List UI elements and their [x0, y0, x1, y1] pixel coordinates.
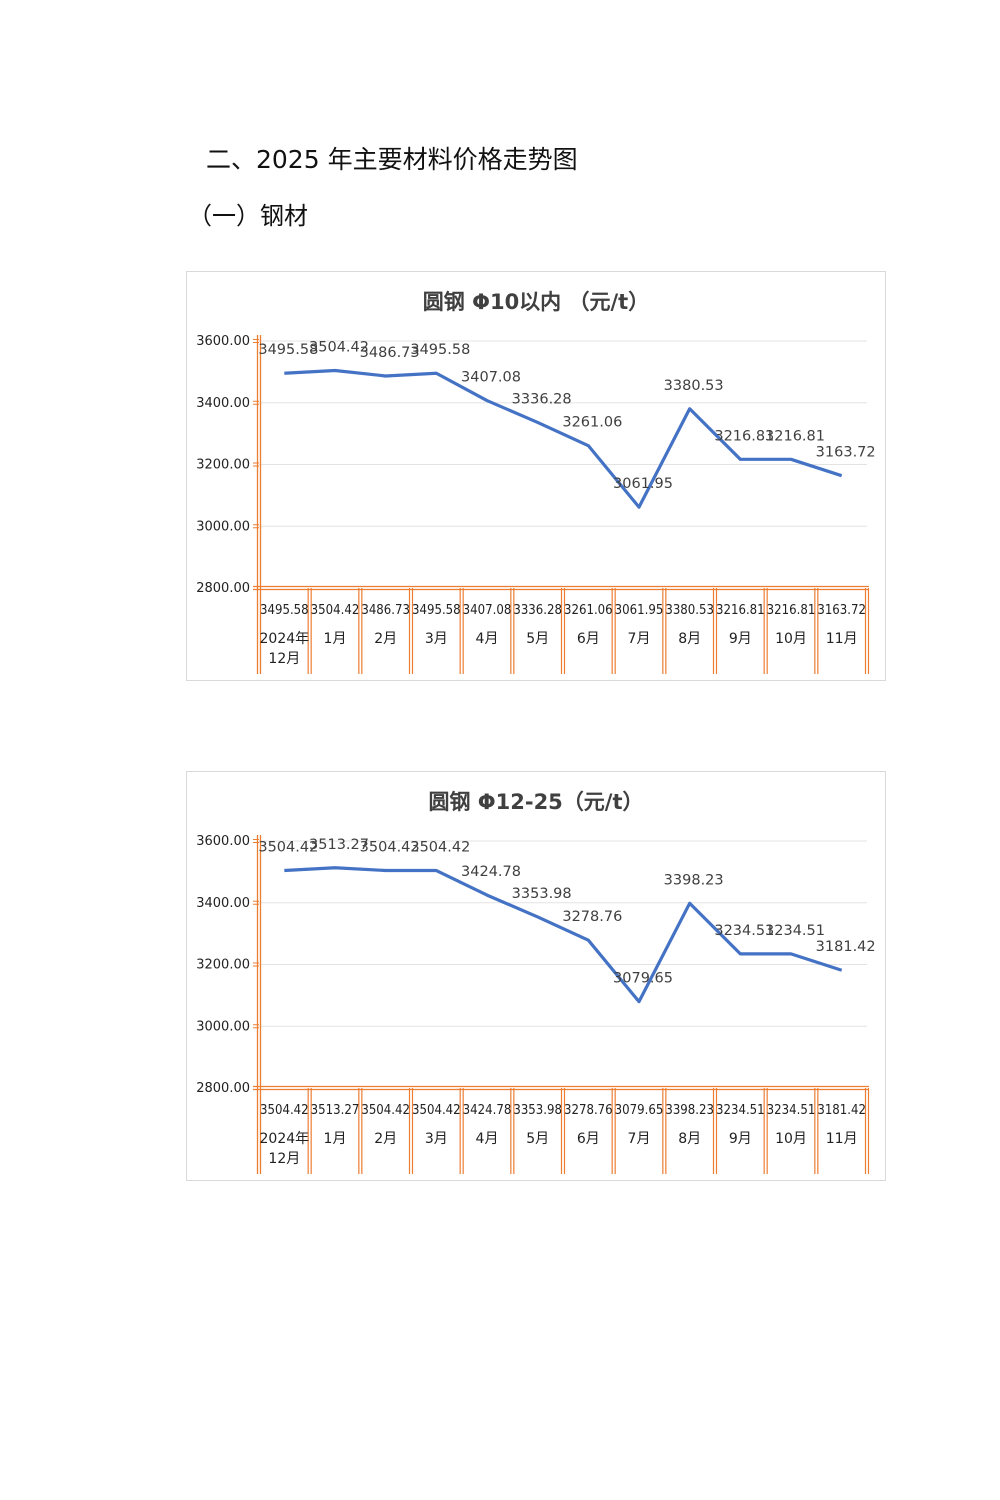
- table-value: 3407.08: [463, 603, 512, 618]
- table-value: 3495.58: [260, 603, 309, 618]
- y-tick-label: 3600.00: [196, 834, 250, 849]
- data-label: 3495.58: [258, 342, 318, 358]
- y-tick-label: 3200.00: [196, 458, 250, 473]
- data-label: 3216.81: [714, 428, 774, 444]
- x-category-label: 4月: [476, 631, 499, 647]
- table-value: 3061.95: [615, 603, 664, 618]
- x-category-label: 6月: [577, 1131, 600, 1147]
- data-label: 3504.42: [309, 340, 369, 356]
- x-category-label: 5月: [526, 631, 549, 647]
- data-label: 3353.98: [512, 886, 572, 902]
- y-tick-label: 3200.00: [196, 958, 250, 973]
- table-value: 3495.58: [412, 603, 461, 618]
- x-category-label: 1月: [324, 1131, 347, 1147]
- table-value: 3079.65: [615, 1103, 664, 1118]
- data-label: 3336.28: [512, 391, 572, 407]
- y-tick-label: 3400.00: [196, 896, 250, 911]
- x-category-label: 8月: [678, 1131, 701, 1147]
- table-value: 3353.98: [513, 1103, 562, 1118]
- chart-title: 圆钢 Φ12-25（元/t）: [428, 790, 643, 814]
- data-label: 3216.81: [765, 428, 825, 444]
- x-category-label: 2024年: [260, 631, 310, 647]
- chart-title: 圆钢 Φ10以内 （元/t）: [423, 290, 649, 314]
- y-tick-label: 3000.00: [196, 1019, 250, 1034]
- table-value: 3261.06: [564, 603, 613, 618]
- data-label: 3261.06: [562, 415, 622, 431]
- x-category-label: 8月: [678, 631, 701, 647]
- chart-round-steel-12-25: 圆钢 Φ12-25（元/t） 3600.00 3400.00 3200.00 3000.…: [186, 771, 886, 1181]
- x-category-label: 12月: [268, 1151, 300, 1167]
- y-tick-label: 3600.00: [196, 334, 250, 349]
- data-label: 3424.78: [461, 864, 521, 880]
- y-tick-label: 2800.00: [196, 1081, 250, 1096]
- data-label: 3380.53: [664, 378, 724, 394]
- table-value: 3336.28: [513, 603, 562, 618]
- y-tick-label: 3400.00: [196, 396, 250, 411]
- x-category-label: 7月: [628, 1131, 651, 1147]
- data-label: 3234.51: [714, 923, 774, 939]
- data-label: 3079.65: [613, 971, 673, 987]
- data-label: 3181.42: [816, 939, 876, 955]
- chart-round-steel-10: 圆钢 Φ10以内 （元/t） 3600.00 3400.00 3200.00 3000.…: [186, 271, 886, 681]
- x-category-label: 3月: [425, 1131, 448, 1147]
- data-label: 3513.27: [309, 837, 369, 853]
- table-value: 3380.53: [665, 603, 714, 618]
- x-category-label: 10月: [775, 631, 807, 647]
- data-label: 3504.42: [360, 840, 420, 856]
- x-category-label: 2月: [374, 631, 397, 647]
- x-category-label: 1月: [324, 631, 347, 647]
- x-category-label: 5月: [526, 1131, 549, 1147]
- table-value: 3513.27: [311, 1103, 360, 1118]
- x-category-label: 11月: [826, 631, 858, 647]
- data-label: 3234.51: [765, 923, 825, 939]
- data-label: 3504.42: [258, 840, 318, 856]
- x-category-label: 9月: [729, 631, 752, 647]
- data-label: 3163.72: [816, 445, 876, 461]
- x-category-label: 12月: [268, 651, 300, 667]
- data-label: 3504.42: [410, 840, 470, 856]
- table-value: 3486.73: [361, 603, 410, 618]
- data-label: 3278.76: [562, 909, 622, 925]
- x-category-label: 2024年: [260, 1131, 310, 1147]
- table-value: 3234.51: [767, 1103, 816, 1118]
- table-value: 3504.42: [412, 1103, 461, 1118]
- table-value: 3234.51: [716, 1103, 765, 1118]
- table-value: 3504.42: [260, 1103, 309, 1118]
- data-label: 3061.95: [613, 476, 673, 492]
- x-category-label: 10月: [775, 1131, 807, 1147]
- x-category-label: 4月: [476, 1131, 499, 1147]
- y-tick-label: 2800.00: [196, 581, 250, 596]
- x-category-label: 3月: [425, 631, 448, 647]
- x-category-label: 11月: [826, 1131, 858, 1147]
- table-value: 3216.81: [716, 603, 765, 618]
- table-value: 3398.23: [665, 1103, 714, 1118]
- data-label: 3495.58: [410, 342, 470, 358]
- chart-svg: 圆钢 Φ10以内 （元/t） 3600.00 3400.00 3200.00 3000.…: [196, 290, 876, 674]
- y-tick-label: 3000.00: [196, 519, 250, 534]
- x-category-label: 6月: [577, 631, 600, 647]
- table-value: 3504.42: [361, 1103, 410, 1118]
- chart-svg: 圆钢 Φ12-25（元/t） 3600.00 3400.00 3200.00 3000.…: [196, 790, 876, 1174]
- table-value: 3181.42: [817, 1103, 866, 1118]
- table-value: 3424.78: [463, 1103, 512, 1118]
- x-category-label: 7月: [628, 631, 651, 647]
- table-value: 3216.81: [767, 603, 816, 618]
- section-heading: 二、2025 年主要材料价格走势图: [206, 145, 578, 174]
- data-label: 3398.23: [664, 872, 724, 888]
- price-line: [284, 368, 843, 509]
- price-line: [284, 866, 843, 1004]
- data-label: 3407.08: [461, 370, 521, 386]
- table-value: 3163.72: [817, 603, 866, 618]
- x-category-label: 2月: [374, 1131, 397, 1147]
- subsection-heading: （一）钢材: [188, 202, 308, 230]
- table-value: 3278.76: [564, 1103, 613, 1118]
- table-value: 3504.42: [311, 603, 360, 618]
- x-category-label: 9月: [729, 1131, 752, 1147]
- data-label: 3486.73: [360, 345, 420, 361]
